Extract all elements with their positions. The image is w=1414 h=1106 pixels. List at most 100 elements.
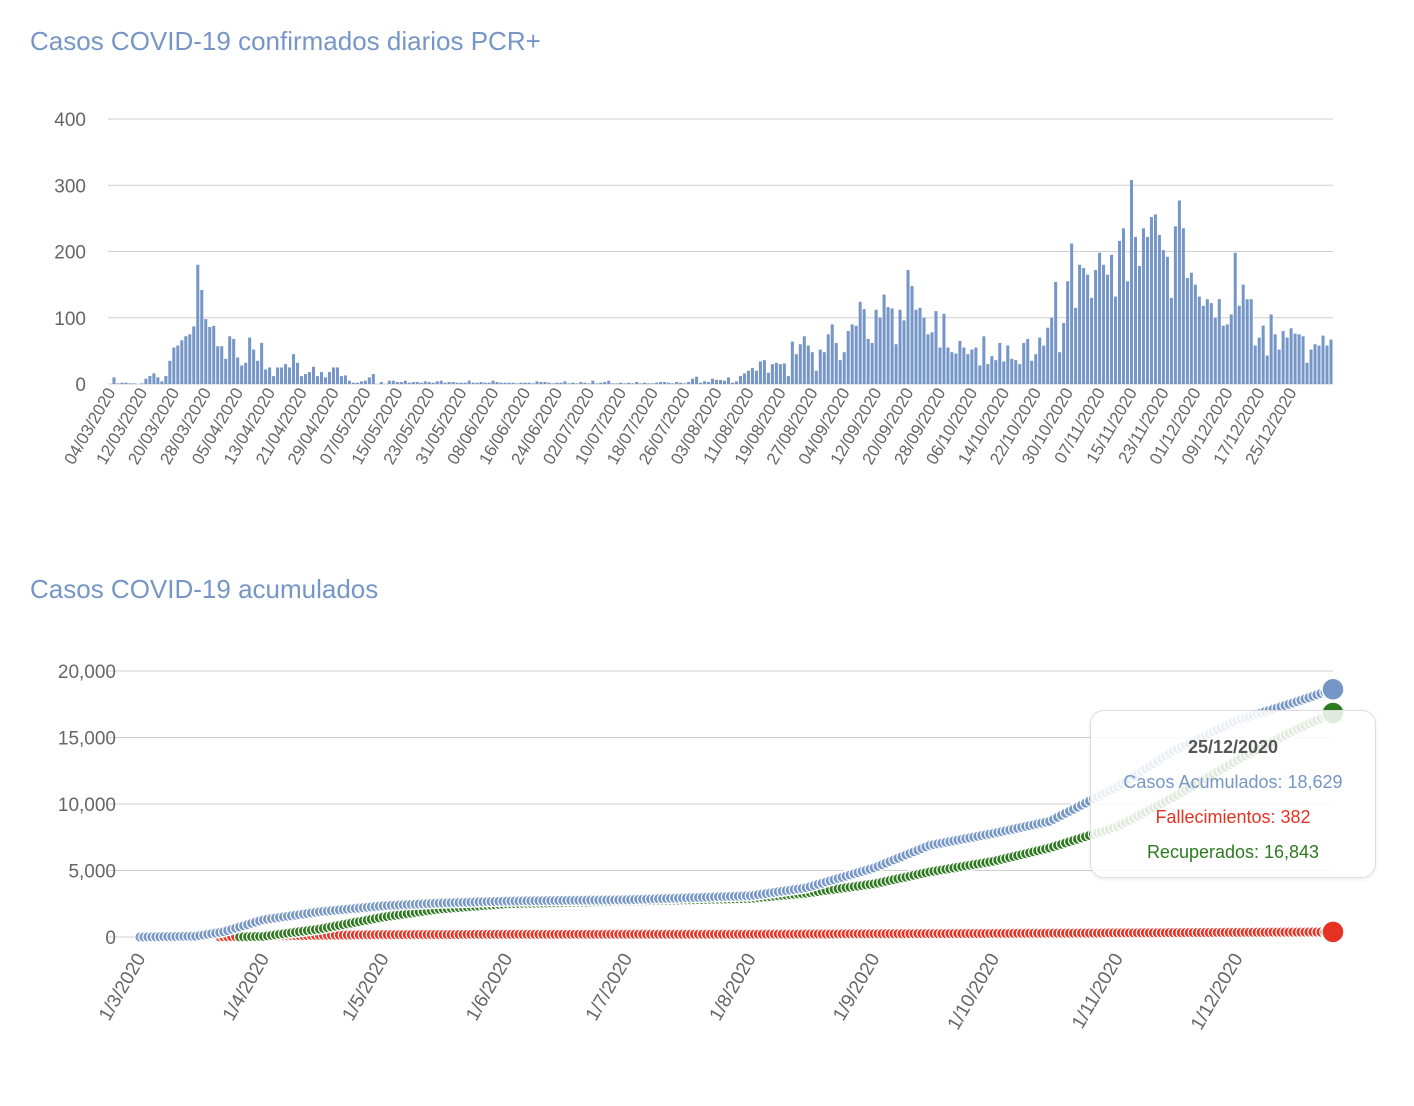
bar: [1129, 179, 1134, 384]
bar: [455, 382, 459, 384]
bar: [1002, 361, 1006, 384]
y-tick-label: 15,000: [58, 729, 116, 750]
bar: [886, 307, 890, 384]
bar: [659, 382, 663, 384]
bar: [603, 382, 607, 384]
bar: [639, 383, 643, 384]
bar: [112, 377, 116, 384]
bar: [778, 364, 782, 384]
bar: [196, 264, 200, 384]
bar: [722, 380, 727, 384]
bar: [707, 382, 711, 384]
bar: [164, 376, 168, 384]
bar: [1022, 342, 1026, 384]
bar: [1273, 334, 1277, 384]
bar: [998, 342, 1002, 384]
bar: [248, 337, 252, 384]
y-tick-label: 0: [75, 375, 86, 396]
x-tick-label: 1/12/2020: [1187, 950, 1247, 1034]
bar: [1221, 325, 1225, 384]
bar: [184, 336, 188, 384]
bar: [922, 317, 926, 384]
bar: [1193, 284, 1197, 384]
bar: [407, 382, 411, 384]
bar: [236, 357, 240, 384]
bar: [938, 347, 942, 384]
bar: [351, 382, 355, 384]
bar: [1189, 272, 1193, 384]
bar: [168, 360, 172, 384]
bar: [335, 367, 339, 384]
bar: [611, 383, 615, 384]
bar: [595, 383, 599, 384]
bar: [519, 382, 523, 384]
bar: [300, 376, 304, 384]
bar: [926, 334, 930, 384]
bar: [503, 382, 507, 384]
bar: [1090, 297, 1094, 384]
bar: [918, 307, 922, 384]
bar: [954, 353, 958, 384]
tooltip-date: 25/12/2020: [1187, 737, 1279, 757]
bar: [228, 336, 232, 384]
bar: [1062, 323, 1066, 384]
bar: [615, 383, 619, 384]
bar: [842, 352, 846, 384]
x-tick-label: 1/11/2020: [1068, 950, 1128, 1032]
bar: [116, 383, 120, 384]
bar: [124, 382, 128, 384]
bar: [1181, 228, 1185, 384]
bar: [288, 367, 292, 384]
bar: [591, 380, 595, 384]
bar: [930, 332, 934, 384]
bar: [371, 374, 375, 384]
bar: [738, 376, 742, 384]
x-tick-label: 1/10/2020: [944, 950, 1004, 1034]
bar: [1030, 360, 1034, 384]
bar: [252, 349, 256, 384]
bar: [1209, 303, 1213, 384]
bar: [699, 382, 703, 384]
bar: [790, 341, 794, 384]
bar: [794, 354, 798, 384]
bar: [1269, 314, 1273, 384]
bar: [1317, 345, 1321, 384]
bar: [1261, 325, 1265, 384]
bar: [1086, 274, 1090, 384]
bar: [555, 382, 559, 384]
bar: [1213, 317, 1217, 384]
y-tick-label: 20,000: [58, 662, 116, 683]
bar: [1137, 266, 1141, 384]
bar: [1006, 345, 1010, 384]
bar: [866, 338, 870, 384]
bar: [994, 360, 998, 384]
bar: [276, 367, 280, 384]
bar: [675, 382, 679, 384]
bar: [714, 380, 719, 384]
bar: [854, 325, 858, 384]
bar: [858, 301, 862, 384]
tooltip-recovered: Recuperados: 16,843: [1146, 842, 1320, 862]
bar: [1325, 345, 1329, 384]
bar: [934, 311, 938, 384]
bar: [982, 336, 986, 384]
bar: [559, 382, 563, 384]
bar: [874, 309, 878, 384]
bar: [950, 352, 954, 384]
bar: [647, 383, 651, 384]
bar: [367, 377, 371, 384]
bar: [331, 367, 335, 384]
bar: [296, 362, 300, 384]
y-tick-label: 5,000: [68, 862, 116, 883]
bar: [786, 376, 790, 384]
bar: [571, 382, 575, 384]
bar: [431, 382, 435, 384]
bar: [567, 383, 571, 384]
bar: [1197, 296, 1201, 384]
bar: [395, 382, 399, 384]
bar: [822, 352, 826, 384]
bar: [1038, 337, 1042, 384]
bar: [443, 382, 447, 384]
bar: [1149, 217, 1153, 384]
bar: [1185, 278, 1189, 384]
